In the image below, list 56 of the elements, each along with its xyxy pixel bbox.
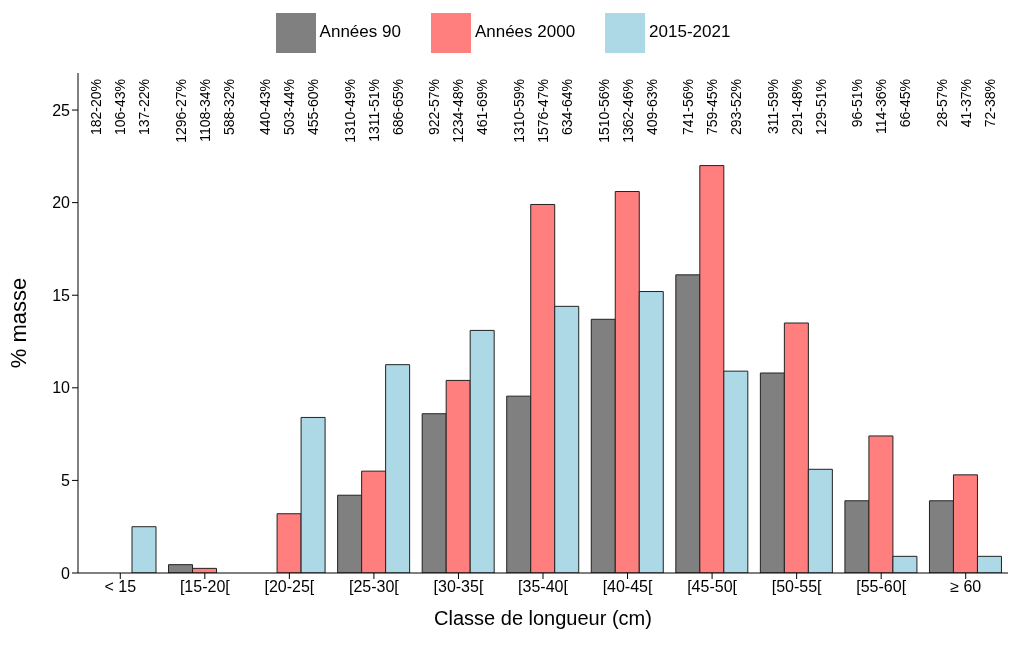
annotation: 72-38% xyxy=(981,79,998,128)
bar xyxy=(131,526,157,573)
annotation: 409-63% xyxy=(643,79,660,136)
annotation: 1576-47% xyxy=(535,79,551,143)
annotation: 686-65% xyxy=(389,79,406,136)
annotation: 41-37% xyxy=(957,79,974,128)
y-tick-label: 5 xyxy=(61,472,71,490)
annotation: 922-57% xyxy=(426,79,443,136)
annotation: 1311-51% xyxy=(365,79,382,142)
legend-label: 2015-2021 xyxy=(649,22,731,42)
x-tick-label: < 15 xyxy=(104,578,137,596)
annotation: 461-69% xyxy=(474,79,491,136)
annotation: 1234-48% xyxy=(450,79,467,143)
annotation: 741-56% xyxy=(680,79,697,136)
annotation: 1296-27% xyxy=(172,79,189,143)
annotation: 137-22% xyxy=(136,79,153,136)
y-tick-label: 10 xyxy=(52,379,71,397)
annotation: 182-20% xyxy=(88,79,105,136)
legend-label: Années 2000 xyxy=(474,22,576,42)
annotation: 311-59% xyxy=(764,79,781,135)
annotation: 129-51% xyxy=(812,79,829,136)
y-tick-label: 25 xyxy=(52,101,71,119)
x-tick-label: [45-50[ xyxy=(687,578,738,596)
x-tick-label: [15-20[ xyxy=(179,578,231,596)
x-tick-label: ≥ 60 xyxy=(950,578,982,596)
annotation: 1362-46% xyxy=(619,79,636,143)
annotation: 455-60% xyxy=(305,79,322,136)
x-tick-label: [55-60[ xyxy=(856,578,907,596)
annotation: 1310-49% xyxy=(341,79,358,143)
y-axis-title: % masse xyxy=(5,277,31,369)
annotation: 1510-56% xyxy=(595,79,612,143)
x-tick-label: [20-25[ xyxy=(264,578,315,596)
annotation: 440-43% xyxy=(257,79,274,136)
legend-label: Années 90 xyxy=(319,22,401,42)
annotation: 634-64% xyxy=(559,79,575,136)
y-tick-label: 20 xyxy=(52,194,71,212)
y-tick-label: 15 xyxy=(52,286,71,304)
annotation: 1310-59% xyxy=(511,79,527,143)
x-tick-label: [40-45[ xyxy=(602,578,654,596)
annotation: 503-44% xyxy=(281,79,298,136)
annotation: 66-45% xyxy=(897,79,914,128)
x-tick-label: [35-40[ xyxy=(518,578,569,596)
annotation: 114-36% xyxy=(873,79,890,135)
x-axis-title: Classe de longueur (cm) xyxy=(434,607,652,629)
x-tick-label: [25-30[ xyxy=(349,578,400,596)
x-tick-label: [50-55[ xyxy=(771,578,823,596)
annotation: 28-57% xyxy=(933,79,950,128)
annotation: 96-51% xyxy=(849,79,866,128)
x-tick-label: [30-35[ xyxy=(433,578,484,596)
annotation: 291-48% xyxy=(788,79,805,136)
annotation: 1108-34% xyxy=(196,79,213,142)
annotation: 293-52% xyxy=(728,79,745,136)
y-tick-label: 0 xyxy=(61,564,71,582)
annotation: 588-32% xyxy=(220,79,237,136)
annotation: 759-45% xyxy=(704,79,721,136)
annotation: 106-43% xyxy=(112,79,129,136)
